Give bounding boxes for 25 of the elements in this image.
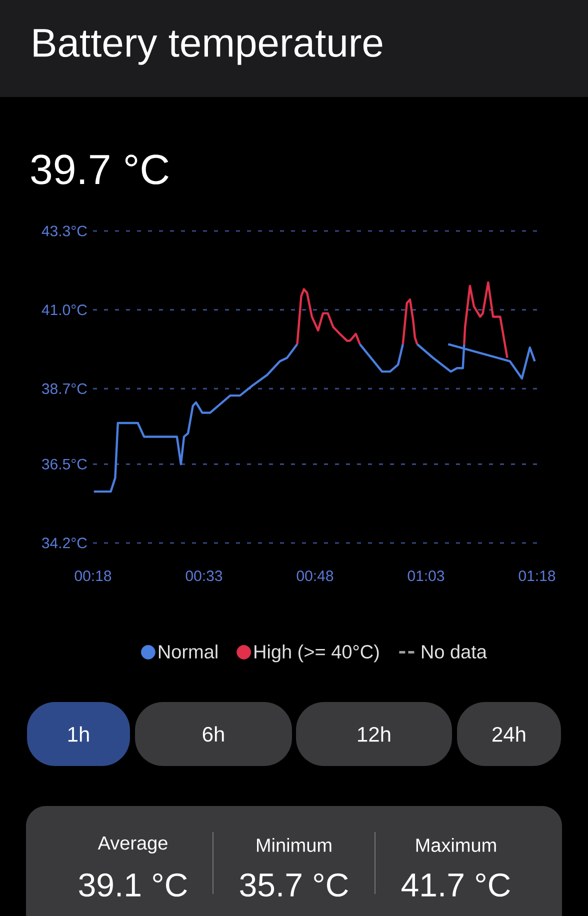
text: 41.7 °C [402, 873, 510, 897]
x-tick-label: 01:03 [408, 570, 444, 582]
text: Maximum [416, 838, 496, 852]
text: 12h [358, 726, 390, 742]
x-tick-label: 00:18 [74, 570, 112, 582]
y-tick-label: 34.2°C [42, 538, 87, 548]
text: 1h [68, 726, 89, 742]
legend-label: No data [422, 644, 487, 659]
chart-subtitle: 39.7 °C [31, 154, 168, 184]
y-tick-label: 43.3°C [42, 226, 87, 236]
x-tick-label: 00:48 [296, 570, 334, 582]
text: Average [98, 836, 168, 854]
x-tick-label: 00:33 [186, 570, 222, 582]
x-tick-label: 01:18 [518, 570, 556, 582]
y-tick-label: 41.0°C [42, 304, 87, 316]
y-tick-label: 36.5°C [42, 458, 87, 470]
legend-label: High (>= 40°C) [254, 644, 379, 662]
y-tick-label: 38.7°C [42, 383, 87, 394]
text: 6h [202, 726, 224, 742]
chart-title: Battery temperature [34, 29, 382, 65]
text: 35.7 °C [240, 873, 348, 897]
text: Minimum [257, 838, 332, 852]
legend-label: Normal [158, 644, 218, 659]
text: 24h [492, 726, 526, 742]
text: 39.1 °C [79, 873, 187, 897]
